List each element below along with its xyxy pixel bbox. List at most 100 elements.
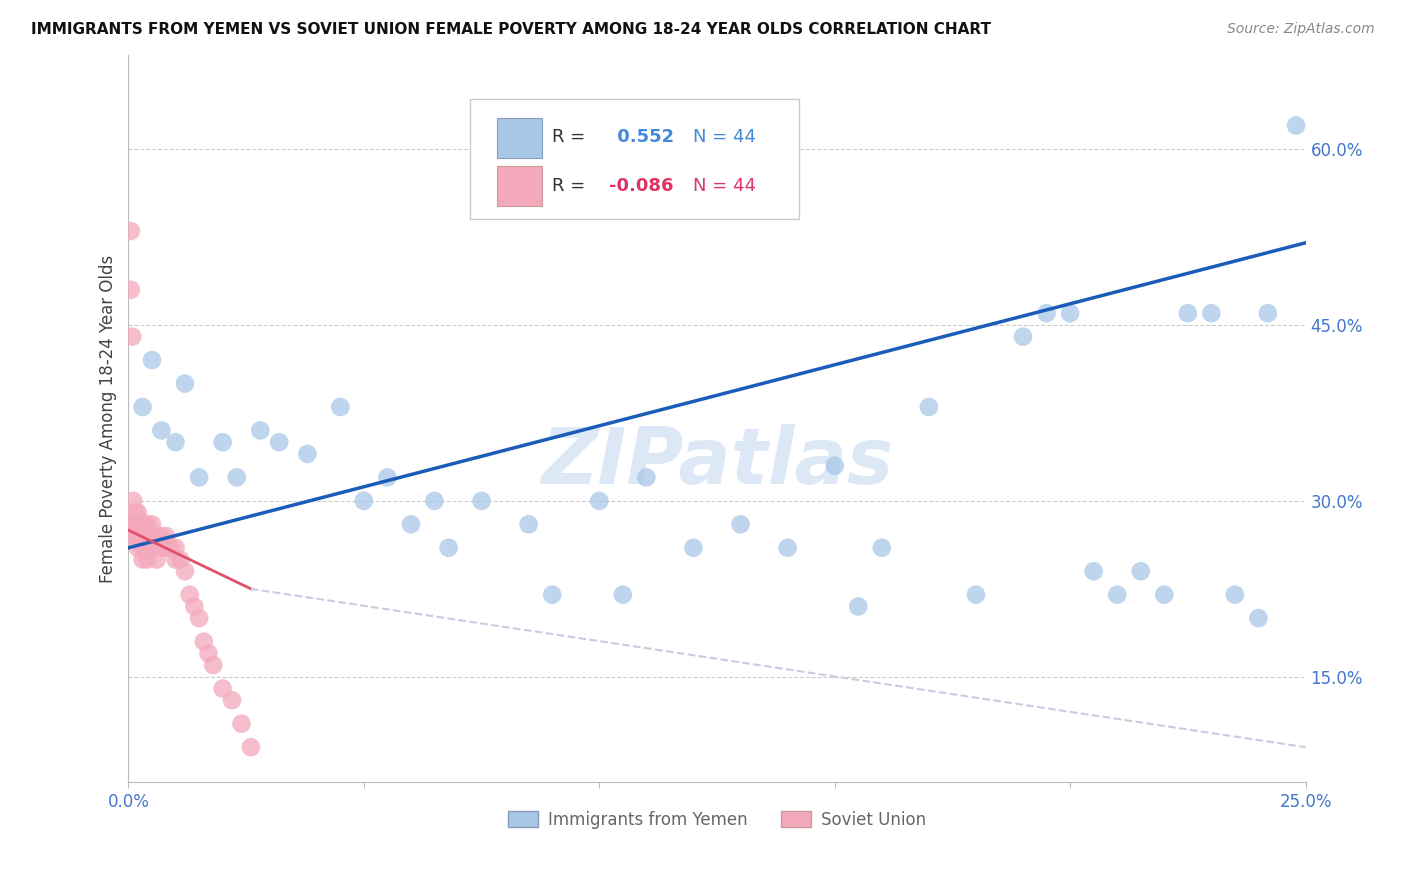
Point bbox=[1257, 306, 1279, 320]
Point bbox=[297, 447, 319, 461]
Point bbox=[150, 529, 173, 543]
Point bbox=[131, 529, 153, 543]
Point bbox=[824, 458, 846, 473]
Point bbox=[1107, 588, 1129, 602]
FancyBboxPatch shape bbox=[496, 167, 541, 206]
Point bbox=[183, 599, 205, 614]
Point bbox=[249, 424, 271, 438]
Point bbox=[131, 400, 153, 414]
Text: 0.552: 0.552 bbox=[612, 128, 675, 145]
Point bbox=[965, 588, 987, 602]
Text: -0.086: -0.086 bbox=[609, 177, 673, 195]
Point bbox=[141, 353, 163, 368]
Point bbox=[541, 588, 564, 602]
Point bbox=[588, 493, 610, 508]
Point bbox=[155, 541, 177, 555]
Point bbox=[437, 541, 460, 555]
Point bbox=[239, 740, 262, 755]
Point bbox=[1083, 564, 1105, 578]
Point bbox=[122, 493, 145, 508]
Point bbox=[1223, 588, 1246, 602]
Point bbox=[188, 611, 211, 625]
Point bbox=[1035, 306, 1057, 320]
Point bbox=[122, 517, 145, 532]
Text: N = 44: N = 44 bbox=[693, 128, 756, 145]
Point bbox=[776, 541, 799, 555]
Point bbox=[197, 646, 219, 660]
Point bbox=[155, 529, 177, 543]
Point bbox=[136, 529, 159, 543]
Point bbox=[120, 283, 142, 297]
Point bbox=[399, 517, 422, 532]
Point bbox=[127, 506, 149, 520]
Point bbox=[165, 435, 187, 450]
Point bbox=[1012, 329, 1035, 343]
Point bbox=[870, 541, 893, 555]
Point bbox=[188, 470, 211, 484]
Point bbox=[165, 541, 187, 555]
Point bbox=[682, 541, 704, 555]
Point bbox=[169, 552, 191, 566]
Point bbox=[225, 470, 247, 484]
Point bbox=[730, 517, 752, 532]
Point bbox=[165, 552, 187, 566]
Point bbox=[174, 564, 197, 578]
Legend: Immigrants from Yemen, Soviet Union: Immigrants from Yemen, Soviet Union bbox=[502, 805, 932, 836]
FancyBboxPatch shape bbox=[470, 99, 800, 219]
Point bbox=[269, 435, 291, 450]
Point bbox=[136, 517, 159, 532]
Point bbox=[136, 552, 159, 566]
Point bbox=[517, 517, 540, 532]
Point bbox=[612, 588, 634, 602]
Point bbox=[124, 506, 146, 520]
Point bbox=[145, 529, 167, 543]
Point bbox=[1201, 306, 1223, 320]
Point bbox=[160, 541, 183, 555]
Point bbox=[353, 493, 375, 508]
Point bbox=[145, 552, 167, 566]
Point bbox=[1247, 611, 1270, 625]
Point bbox=[127, 517, 149, 532]
Point bbox=[150, 424, 173, 438]
Text: R =: R = bbox=[553, 128, 591, 145]
Point bbox=[211, 681, 233, 696]
Point bbox=[1059, 306, 1081, 320]
FancyBboxPatch shape bbox=[496, 119, 541, 159]
Point bbox=[1177, 306, 1199, 320]
Point bbox=[131, 552, 153, 566]
Point bbox=[141, 517, 163, 532]
Point bbox=[193, 634, 215, 648]
Point bbox=[120, 224, 142, 238]
Text: R =: R = bbox=[553, 177, 591, 195]
Point bbox=[150, 541, 173, 555]
Point bbox=[846, 599, 869, 614]
Text: ZIPatlas: ZIPatlas bbox=[541, 425, 893, 500]
Text: N = 44: N = 44 bbox=[693, 177, 756, 195]
Point bbox=[377, 470, 399, 484]
Text: IMMIGRANTS FROM YEMEN VS SOVIET UNION FEMALE POVERTY AMONG 18-24 YEAR OLDS CORRE: IMMIGRANTS FROM YEMEN VS SOVIET UNION FE… bbox=[31, 22, 991, 37]
Point bbox=[918, 400, 941, 414]
Point bbox=[329, 400, 352, 414]
Point bbox=[121, 329, 143, 343]
Y-axis label: Female Poverty Among 18-24 Year Olds: Female Poverty Among 18-24 Year Olds bbox=[100, 254, 117, 582]
Point bbox=[131, 517, 153, 532]
Point bbox=[141, 541, 163, 555]
Point bbox=[124, 517, 146, 532]
Point bbox=[136, 541, 159, 555]
Point bbox=[174, 376, 197, 391]
Point bbox=[179, 588, 201, 602]
Point bbox=[202, 658, 225, 673]
Point bbox=[1129, 564, 1152, 578]
Point bbox=[211, 435, 233, 450]
Text: Source: ZipAtlas.com: Source: ZipAtlas.com bbox=[1227, 22, 1375, 37]
Point bbox=[423, 493, 446, 508]
Point bbox=[636, 470, 658, 484]
Point bbox=[127, 529, 149, 543]
Point bbox=[122, 529, 145, 543]
Point bbox=[221, 693, 243, 707]
Point bbox=[231, 716, 253, 731]
Point bbox=[131, 541, 153, 555]
Point bbox=[471, 493, 494, 508]
Point bbox=[1285, 119, 1308, 133]
Point bbox=[127, 541, 149, 555]
